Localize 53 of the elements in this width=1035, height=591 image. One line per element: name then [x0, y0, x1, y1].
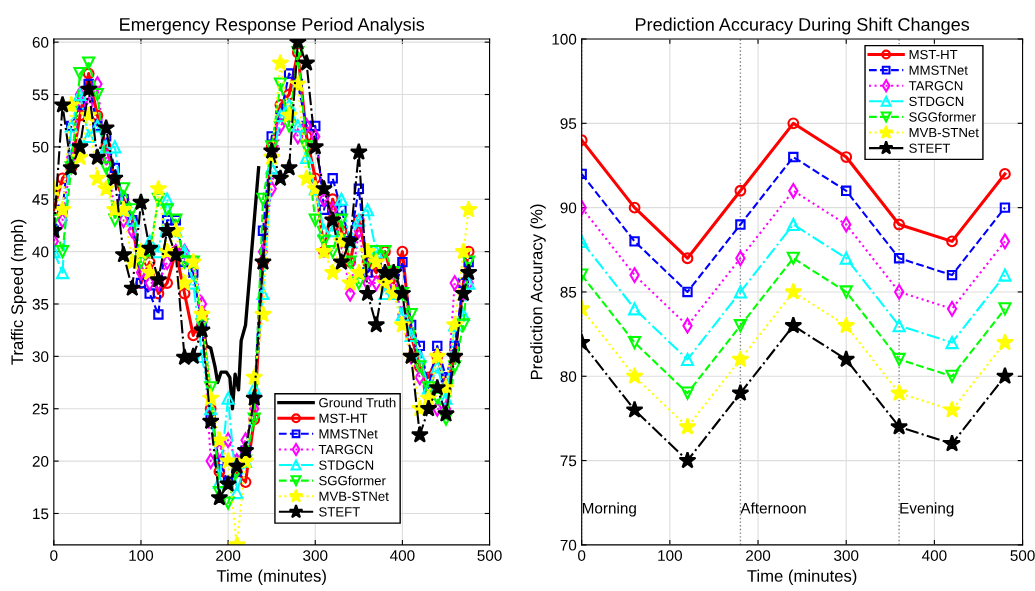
y-tick-label: 70 — [560, 539, 577, 551]
y-tick-label: 50 — [32, 141, 49, 153]
chart-title: Emergency Response Period Analysis — [120, 17, 425, 35]
x-tick-label: 500 — [477, 550, 502, 561]
x-tick-label: 100 — [129, 550, 154, 561]
x-tick-label: 0 — [50, 550, 58, 561]
legend-label: STEFT — [909, 143, 951, 153]
y-tick-label: 85 — [560, 286, 577, 298]
x-axis-title: Time (minutes) — [216, 569, 326, 586]
ref-line-label: Evening — [900, 502, 954, 517]
x-tick-label: 100 — [658, 550, 682, 561]
legend-label: MVB-STNet — [909, 127, 979, 138]
y-axis-title: Traffic Speed (mph) — [10, 219, 27, 365]
legend-label: TARGCN — [908, 81, 963, 91]
y-tick-label: 60 — [32, 37, 49, 48]
legend-label: MMSTNet — [319, 429, 378, 439]
x-tick-label: 200 — [216, 550, 241, 561]
y-tick-label: 90 — [560, 202, 577, 214]
x-tick-label: 0 — [578, 550, 586, 561]
legend-label: TARGCN — [318, 444, 373, 455]
ref-line-label: Morning — [582, 502, 636, 517]
legend-label: STEFT — [319, 507, 360, 517]
legend-label: SGGformer — [909, 111, 976, 122]
y-tick-label: 75 — [560, 455, 577, 467]
x-tick-label: 400 — [922, 550, 947, 561]
y-tick-label: 80 — [560, 371, 577, 382]
legend-label: SGGformer — [319, 475, 386, 486]
legend-label: Ground Truth — [319, 397, 396, 408]
x-tick-label: 500 — [1010, 550, 1035, 561]
y-tick-label: 95 — [560, 118, 577, 130]
x-tick-label: 300 — [303, 550, 328, 561]
x-axis-title: Time (minutes) — [747, 569, 857, 586]
x-tick-label: 300 — [834, 550, 859, 561]
y-tick-label: 40 — [32, 246, 49, 258]
y-tick-label: 15 — [33, 508, 49, 520]
chart-title: Prediction Accuracy During Shift Changes — [636, 17, 970, 35]
y-tick-label: 25 — [32, 403, 49, 415]
x-tick-label: 400 — [390, 550, 415, 561]
y-tick-label: 20 — [32, 455, 49, 467]
y-tick-label: 45 — [32, 194, 49, 205]
y-tick-label: 55 — [32, 89, 49, 101]
y-axis-title: Prediction Accuracy (%) — [530, 204, 546, 380]
y-tick-label: 35 — [32, 298, 49, 310]
legend-label: MMSTNet — [909, 65, 968, 75]
y-tick-label: 30 — [32, 351, 49, 363]
legend-label: MST-HT — [909, 49, 958, 60]
y-tick-label: 100 — [552, 33, 577, 45]
legend-label: STDGCN — [319, 460, 374, 470]
legend-label: STDGCN — [909, 96, 964, 107]
legend-label: MST-HT — [319, 413, 368, 423]
ref-line-label: Afternoon — [740, 502, 806, 514]
legend-label: MVB-STNet — [319, 491, 389, 501]
x-tick-label: 200 — [746, 550, 771, 561]
